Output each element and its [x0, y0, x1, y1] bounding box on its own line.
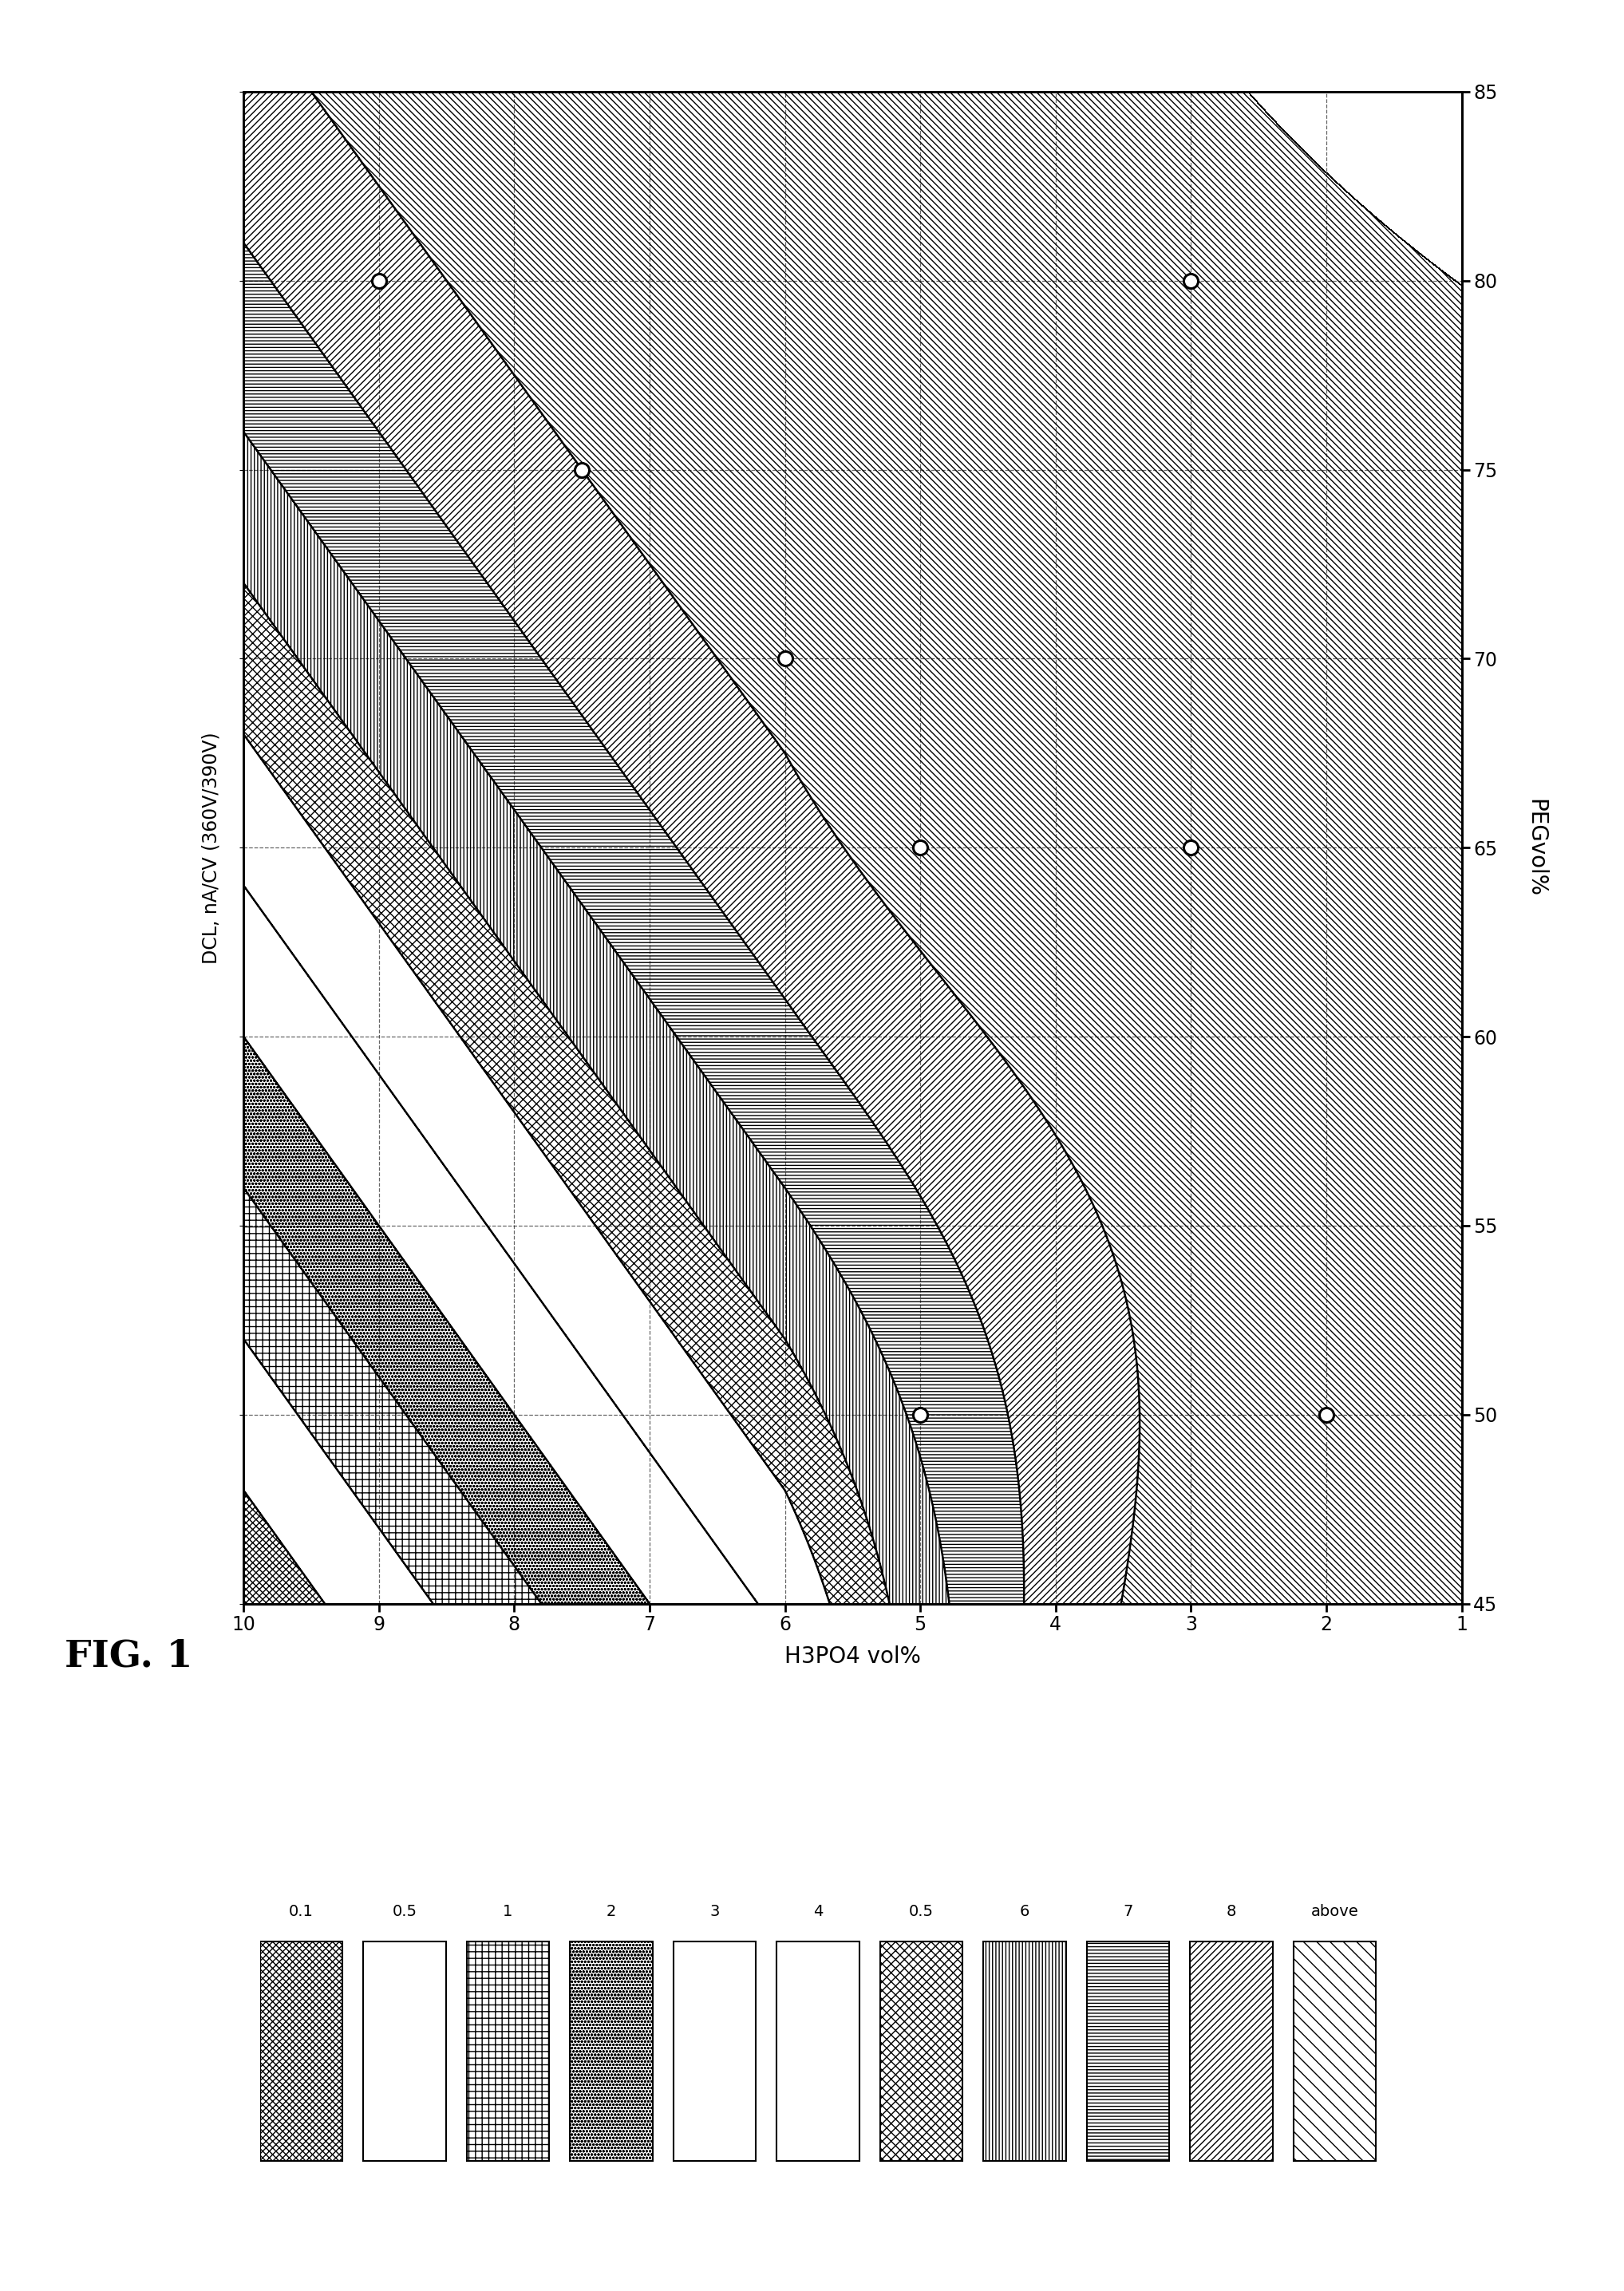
Y-axis label: DCL, nA/CV (360V/390V): DCL, nA/CV (360V/390V) — [201, 731, 221, 965]
Bar — [1190, 1940, 1273, 2160]
Text: 0.5: 0.5 — [391, 1904, 417, 1920]
Bar — [880, 1940, 963, 2160]
Bar — [674, 1940, 755, 2160]
Text: 2: 2 — [606, 1904, 615, 1920]
Text: 1: 1 — [503, 1904, 513, 1920]
Text: 6: 6 — [1020, 1904, 1030, 1920]
Bar — [1293, 1940, 1376, 2160]
Y-axis label: PEGvol%: PEGvol% — [1525, 800, 1546, 896]
Bar — [260, 1940, 343, 2160]
Bar — [570, 1940, 653, 2160]
Text: above: above — [1311, 1904, 1358, 1920]
Bar — [776, 1940, 859, 2160]
Text: 4: 4 — [814, 1904, 823, 1920]
Text: 3: 3 — [710, 1904, 719, 1920]
X-axis label: H3PO4 vol%: H3PO4 vol% — [784, 1645, 921, 1668]
Text: 7: 7 — [1124, 1904, 1134, 1920]
Bar — [466, 1940, 549, 2160]
Text: 8: 8 — [1226, 1904, 1236, 1920]
Bar — [983, 1940, 1065, 2160]
Bar — [1086, 1940, 1169, 2160]
Text: 0.5: 0.5 — [909, 1904, 934, 1920]
Text: 0.1: 0.1 — [289, 1904, 313, 1920]
Bar — [364, 1940, 447, 2160]
Text: FIG. 1: FIG. 1 — [65, 1638, 193, 1675]
